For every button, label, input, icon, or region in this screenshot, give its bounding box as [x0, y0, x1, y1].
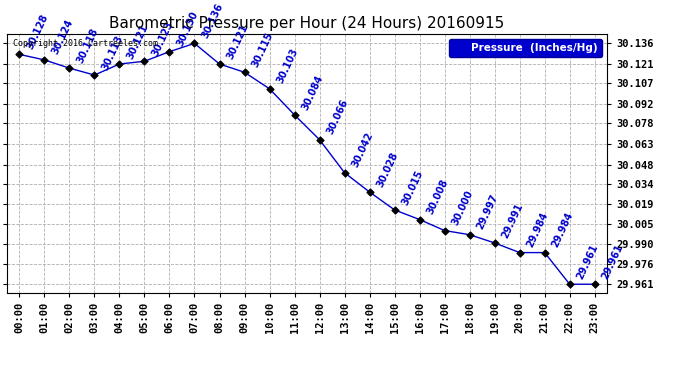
Text: 29.984: 29.984 — [550, 211, 575, 249]
Point — [564, 281, 575, 287]
Text: 29.991: 29.991 — [500, 201, 525, 239]
Text: 30.121: 30.121 — [125, 22, 150, 60]
Text: 30.066: 30.066 — [325, 98, 350, 136]
Point — [514, 250, 525, 256]
Text: 30.015: 30.015 — [400, 168, 425, 206]
Point — [239, 69, 250, 75]
Point — [264, 86, 275, 92]
Point — [539, 250, 550, 256]
Text: 29.961: 29.961 — [600, 243, 625, 280]
Text: 30.124: 30.124 — [50, 18, 75, 56]
Point — [14, 51, 25, 57]
Point — [439, 228, 450, 234]
Point — [589, 281, 600, 287]
Text: 30.042: 30.042 — [350, 131, 375, 169]
Text: Copyright 2016 Cartreeles.com: Copyright 2016 Cartreeles.com — [13, 39, 158, 48]
Point — [414, 216, 425, 222]
Legend: Pressure  (Inches/Hg): Pressure (Inches/Hg) — [449, 39, 602, 57]
Point — [189, 40, 200, 46]
Text: 30.123: 30.123 — [150, 20, 175, 58]
Text: 29.997: 29.997 — [475, 193, 500, 231]
Point — [114, 61, 125, 67]
Text: 30.028: 30.028 — [375, 150, 400, 189]
Text: 30.113: 30.113 — [100, 33, 125, 72]
Title: Barometric Pressure per Hour (24 Hours) 20160915: Barometric Pressure per Hour (24 Hours) … — [110, 16, 504, 31]
Text: 30.121: 30.121 — [225, 22, 250, 60]
Text: 30.130: 30.130 — [175, 10, 200, 48]
Text: 30.084: 30.084 — [300, 73, 325, 111]
Point — [139, 58, 150, 64]
Point — [39, 57, 50, 63]
Point — [464, 232, 475, 238]
Text: 30.000: 30.000 — [450, 189, 475, 227]
Text: 30.103: 30.103 — [275, 47, 300, 85]
Text: 30.008: 30.008 — [425, 178, 450, 216]
Text: 30.118: 30.118 — [75, 26, 100, 64]
Text: 30.136: 30.136 — [200, 2, 225, 40]
Point — [489, 240, 500, 246]
Text: 29.961: 29.961 — [575, 243, 600, 280]
Point — [364, 189, 375, 195]
Point — [164, 49, 175, 55]
Point — [214, 61, 225, 67]
Point — [89, 72, 100, 78]
Point — [64, 65, 75, 71]
Point — [289, 112, 300, 118]
Point — [339, 170, 350, 176]
Point — [389, 207, 400, 213]
Point — [314, 137, 325, 143]
Text: 30.115: 30.115 — [250, 30, 275, 69]
Text: 30.128: 30.128 — [25, 12, 50, 51]
Text: 29.984: 29.984 — [525, 211, 550, 249]
